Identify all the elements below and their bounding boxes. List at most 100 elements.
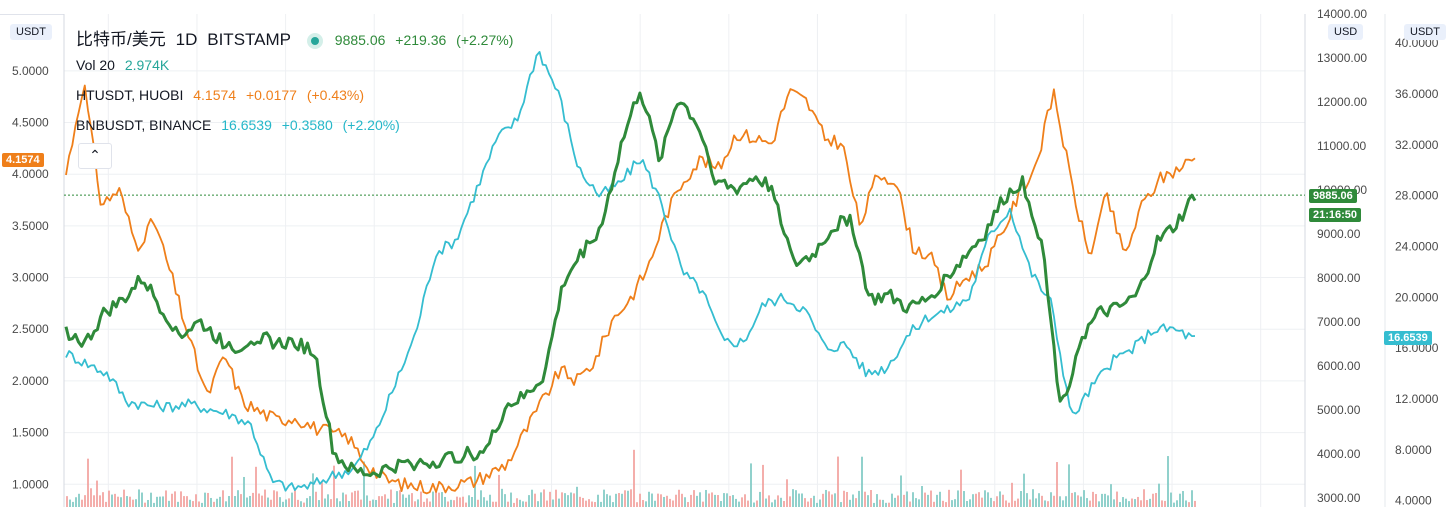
volume-bar (1194, 500, 1196, 507)
mid-tick-label: 3000.00 (1317, 491, 1361, 505)
btc-countdown-badge: 21:16:50 (1309, 208, 1362, 222)
volume-bar (1074, 492, 1076, 507)
volume-bar (321, 482, 323, 507)
volume-bar (495, 501, 497, 507)
volume-bar (720, 501, 722, 507)
volume-bar (231, 456, 233, 507)
volume-bar (102, 492, 104, 507)
volume-bar (138, 489, 140, 507)
volume-bar (621, 493, 623, 507)
volume-bar (825, 489, 827, 507)
volume-bar (582, 497, 584, 507)
volume-bar (918, 499, 920, 507)
volume-bar (489, 494, 491, 507)
volume-bar (336, 498, 338, 507)
volume-bar (576, 486, 578, 507)
volume-bar (1086, 498, 1088, 507)
volume-bar (141, 492, 143, 507)
volume-bar (693, 490, 695, 507)
volume-bar (144, 502, 146, 507)
volume-bar (483, 497, 485, 507)
volume-bar (282, 501, 284, 507)
volume-bar (915, 498, 917, 507)
volume-bar (462, 496, 464, 507)
volume-bar (402, 494, 404, 507)
volume-bar (606, 494, 608, 507)
volume-bar (162, 496, 164, 507)
volume-bar (72, 501, 74, 507)
volume-bar (828, 491, 830, 507)
volume-bar (723, 493, 725, 507)
volume-bar (345, 494, 347, 507)
right-tick-label: 36.0000 (1395, 87, 1439, 101)
collapse-legend-button[interactable]: ⌃ (78, 143, 112, 169)
volume-bar (375, 499, 377, 507)
volume-bar (87, 458, 89, 507)
volume-bar (279, 497, 281, 507)
volume-bar (1050, 492, 1052, 507)
volume-bar (726, 493, 728, 507)
volume-bar (249, 495, 251, 507)
volume-bar (399, 490, 401, 507)
volume-bar (1167, 456, 1169, 507)
volume-bars (66, 449, 1196, 507)
series-line-2 (64, 91, 1197, 479)
volume-bar (276, 491, 278, 507)
volume-bar (537, 501, 539, 507)
volume-bar (870, 490, 872, 507)
ht-symbol-label: HTUSDT, HUOBI (76, 87, 184, 103)
volume-bar (594, 502, 596, 507)
volume-bar (888, 502, 890, 507)
volume-bar (747, 500, 749, 507)
volume-bar (111, 494, 113, 507)
legend-bnb[interactable]: BNBUSDT, BINANCE 16.6539 +0.3580 (+2.20%… (76, 117, 406, 133)
volume-bar (132, 499, 134, 507)
right-axis: 40.000036.000032.000028.000024.000020.00… (1395, 36, 1439, 507)
volume-bar (180, 491, 182, 507)
mid-axis-unit[interactable]: USD (1328, 24, 1364, 40)
volume-bar (987, 492, 989, 507)
volume-bar (363, 461, 365, 507)
volume-bar (897, 495, 899, 507)
right-tick-label: 32.0000 (1395, 138, 1439, 152)
volume-bar (459, 497, 461, 507)
volume-bar (156, 496, 158, 507)
volume-bar (768, 495, 770, 507)
interval-label[interactable]: 1D (175, 30, 198, 49)
volume-bar (1128, 501, 1130, 507)
volume-bar (1092, 491, 1094, 507)
legend-ht[interactable]: HTUSDT, HUOBI 4.1574 +0.0177 (+0.43%) (76, 87, 370, 103)
volume-bar (831, 494, 833, 507)
volume-bar (966, 500, 968, 507)
left-axis-unit[interactable]: USDT (10, 24, 52, 40)
volume-bar (1038, 493, 1040, 507)
volume-bar (99, 495, 101, 507)
volume-bar (120, 497, 122, 507)
volume-bar (645, 501, 647, 507)
volume-bar (717, 495, 719, 507)
volume-bar (303, 502, 305, 507)
symbol-header[interactable]: 比特币/美元 1D BITSTAMP 9885.06 +219.36 (+2.2… (76, 25, 519, 50)
legend-volume[interactable]: Vol 20 2.974K (76, 57, 175, 73)
volume-bar (1110, 484, 1112, 507)
volume-bar (378, 496, 380, 507)
volume-bar (876, 494, 878, 507)
volume-bar (822, 493, 824, 507)
header-change-pct: (+2.27%) (456, 32, 514, 48)
volume-bar (567, 495, 569, 507)
right-axis-unit[interactable]: USDT (1404, 24, 1446, 40)
volume-bar (1122, 497, 1124, 507)
volume-bar (135, 499, 137, 507)
volume-bar (690, 494, 692, 507)
volume-bar (981, 497, 983, 507)
volume-bar (1188, 502, 1190, 507)
volume-bar (864, 491, 866, 507)
volume-bar (411, 493, 413, 507)
volume-bar (546, 500, 548, 507)
volume-bar (192, 501, 194, 507)
volume-bar (186, 496, 188, 507)
volume-bar (123, 489, 125, 507)
volume-bar (705, 489, 707, 507)
volume-bar (555, 489, 557, 507)
